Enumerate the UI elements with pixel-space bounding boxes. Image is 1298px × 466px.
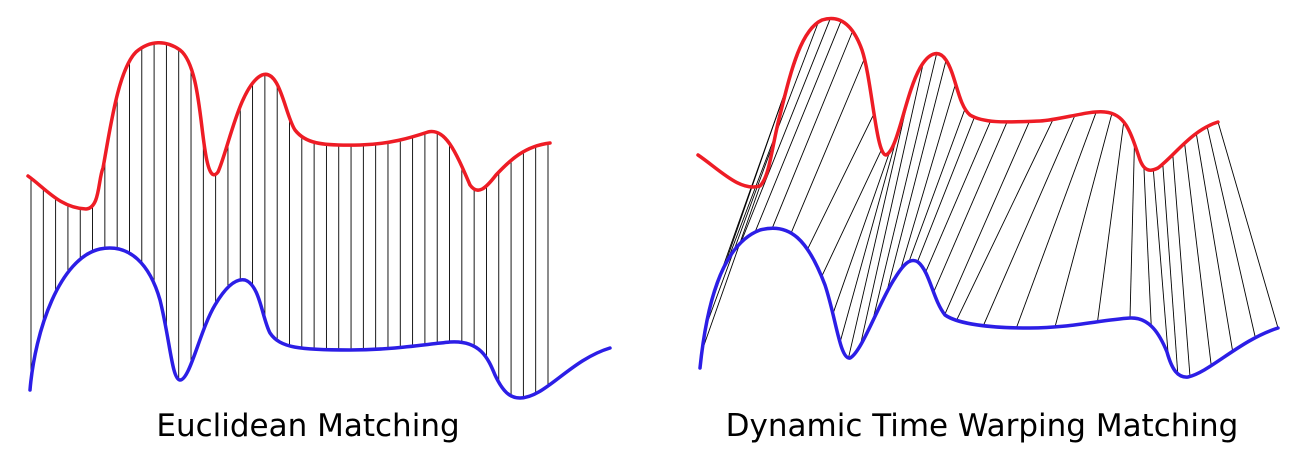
dtw-connector — [807, 113, 875, 250]
euclidean-connectors — [30, 43, 549, 398]
dtw-connector — [790, 58, 865, 234]
dtw-connector — [908, 108, 966, 262]
dtw-connector — [917, 117, 975, 262]
dtw-connector — [944, 121, 1030, 315]
dtw-connector — [771, 30, 854, 229]
dtw-connector — [701, 185, 761, 352]
dtw-connectors — [701, 18, 1279, 377]
dtw-caption: Dynamic Time Warping Matching — [725, 408, 1239, 444]
dtw-connector — [1015, 111, 1097, 328]
dtw-connector — [705, 140, 775, 327]
dtw-connector — [848, 94, 910, 359]
dtw-connector — [1206, 126, 1256, 338]
dtw-connector — [821, 149, 882, 277]
euclidean-panel — [26, 41, 612, 400]
dtw-connector — [956, 119, 1054, 321]
dtw-connector — [925, 120, 991, 273]
dtw-blue-series — [698, 226, 1280, 379]
dtw-connector — [1172, 154, 1191, 377]
dtw-connector — [872, 53, 938, 322]
dtw-connector — [933, 121, 1008, 293]
dtw-connector — [1195, 133, 1234, 352]
dtw-red-series — [696, 16, 1220, 189]
dtw-connector — [1152, 169, 1169, 357]
dtw-connector — [1143, 166, 1152, 327]
dtw-connector — [839, 130, 900, 343]
euclidean-red-series — [26, 41, 552, 211]
dtw-connector — [900, 83, 956, 270]
dtw-connector — [886, 60, 947, 293]
dtw-connector — [859, 62, 924, 346]
dtw-connector — [1097, 121, 1125, 322]
dtw-connector — [740, 18, 831, 243]
dtw-connector — [982, 115, 1076, 326]
dtw-connector — [1054, 113, 1113, 328]
dtw-panel — [696, 16, 1280, 379]
dtw-connector — [1162, 164, 1179, 374]
dtw-connector — [1217, 121, 1279, 329]
euclidean-blue-series — [28, 246, 612, 400]
dtw-connector — [832, 151, 891, 314]
dtw-connector — [1184, 143, 1212, 366]
dtw-connector — [754, 20, 842, 233]
dtw-connector — [1129, 143, 1135, 319]
euclidean-caption: Euclidean Matching — [156, 408, 460, 444]
